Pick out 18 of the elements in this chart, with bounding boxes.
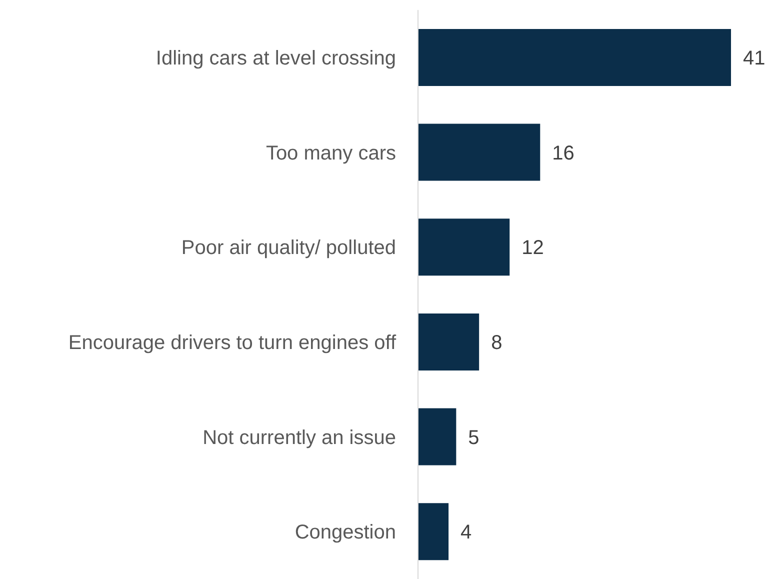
bar [418, 313, 480, 370]
y-tick-label: Not currently an issue [202, 426, 396, 449]
bar [418, 124, 540, 181]
data-label: 16 [552, 142, 574, 164]
bar [418, 408, 456, 466]
bar [418, 503, 449, 560]
y-tick-label: Idling cars at level crossing [156, 48, 396, 70]
data-label: 4 [460, 522, 472, 544]
bar [418, 218, 510, 276]
bar [418, 28, 731, 86]
data-label: 12 [522, 237, 544, 260]
y-tick-label: Too many cars [266, 142, 396, 164]
data-label: 8 [491, 332, 502, 354]
y-tick-label: Encourage drivers to turn engines off [68, 332, 396, 354]
data-label: 41 [743, 48, 766, 70]
data-label: 5 [468, 426, 480, 449]
y-tick-label: Poor air quality/ polluted [181, 237, 396, 260]
y-tick-label: Congestion [294, 522, 396, 544]
